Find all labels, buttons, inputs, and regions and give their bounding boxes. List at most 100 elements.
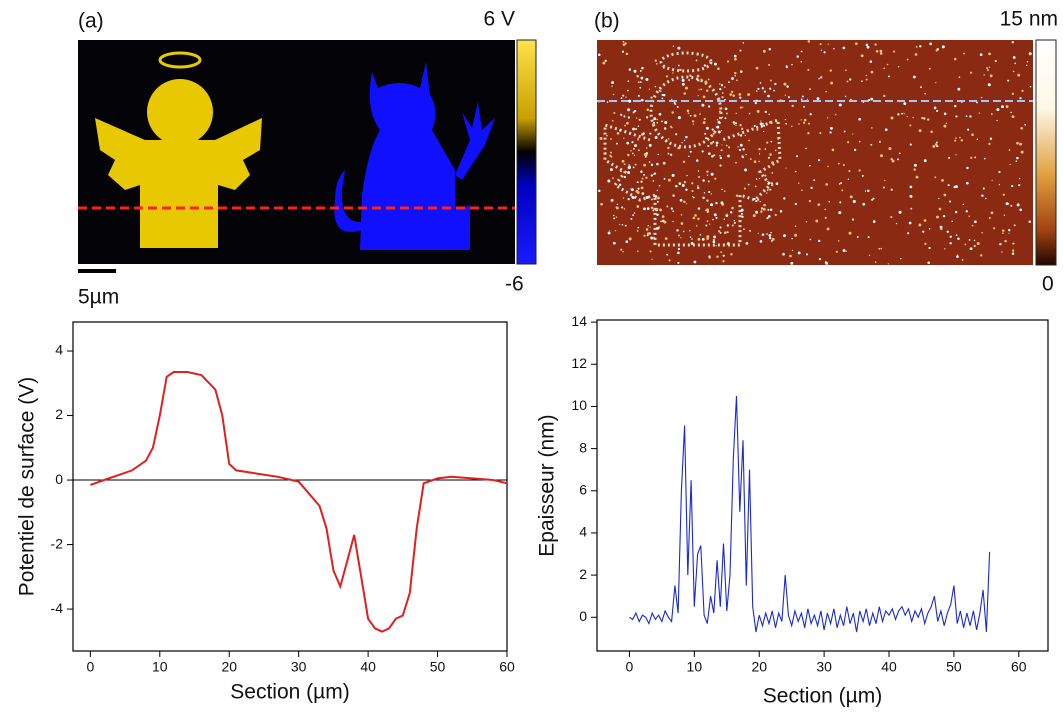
speckle — [1017, 73, 1021, 77]
speckle — [715, 216, 718, 219]
speckle — [717, 120, 721, 124]
speckle — [649, 250, 652, 253]
speckle — [758, 147, 761, 151]
speckle — [677, 64, 680, 67]
speckle — [722, 92, 724, 94]
x-tick-label: 60 — [1011, 659, 1027, 675]
speckle — [868, 98, 871, 102]
speckle — [719, 156, 723, 160]
speckle — [719, 154, 721, 157]
speckle — [598, 189, 601, 193]
speckle — [953, 57, 957, 61]
speckle — [986, 67, 988, 69]
speckle — [941, 45, 945, 49]
speckle — [1028, 52, 1032, 56]
speckle — [713, 154, 716, 157]
speckle — [650, 163, 654, 167]
speckle — [971, 224, 974, 227]
speckle — [862, 202, 866, 206]
speckle — [771, 172, 773, 174]
speckle — [884, 179, 886, 182]
speckle — [980, 254, 983, 257]
speckle — [607, 231, 611, 235]
speckle — [1019, 142, 1022, 146]
speckle — [604, 152, 607, 155]
speckle — [645, 147, 648, 149]
speckle — [721, 188, 723, 191]
speckle — [696, 74, 700, 78]
speckle — [726, 243, 728, 246]
speckle — [743, 187, 746, 190]
speckle — [688, 155, 690, 158]
speckle — [712, 132, 715, 135]
speckle — [670, 153, 673, 156]
speckle — [803, 106, 805, 108]
speckle — [913, 168, 916, 171]
speckle — [656, 162, 659, 166]
speckle — [835, 250, 838, 253]
speckle — [726, 60, 730, 63]
speckle — [740, 208, 744, 212]
speckle — [845, 250, 847, 252]
speckle — [612, 93, 615, 96]
speckle — [808, 88, 812, 91]
speckle — [716, 255, 719, 258]
speckle — [636, 181, 639, 184]
speckle — [742, 106, 744, 108]
speckle — [1019, 208, 1022, 212]
speckle — [672, 220, 674, 223]
speckle — [870, 97, 874, 101]
speckle — [982, 187, 985, 190]
speckle — [679, 146, 681, 149]
speckle — [631, 196, 635, 199]
speckle — [800, 61, 802, 63]
speckle — [988, 217, 991, 220]
speckle — [681, 82, 685, 86]
speckle — [621, 159, 625, 163]
speckle — [702, 179, 705, 182]
speckle — [676, 147, 679, 149]
speckle — [727, 242, 730, 245]
speckle — [739, 70, 743, 73]
speckle — [837, 162, 840, 165]
speckle — [657, 196, 660, 200]
speckle — [865, 74, 868, 77]
speckle — [695, 225, 698, 227]
speckle — [623, 208, 626, 210]
speckle — [658, 184, 661, 187]
speckle — [681, 184, 685, 187]
speckle — [717, 130, 721, 134]
speckle — [719, 88, 722, 91]
speckle — [628, 68, 632, 71]
speckle — [779, 210, 783, 213]
speckle — [870, 143, 873, 146]
speckle — [766, 189, 769, 191]
speckle — [771, 237, 775, 241]
speckle — [883, 67, 886, 70]
speckle — [1005, 105, 1009, 109]
speckle — [853, 148, 857, 152]
speckle — [631, 141, 634, 144]
speckle — [946, 230, 949, 233]
speckle — [759, 240, 763, 243]
speckle — [730, 253, 733, 256]
speckle — [969, 247, 973, 251]
speckle — [625, 52, 629, 56]
speckle — [1003, 214, 1006, 216]
speckle — [719, 83, 721, 85]
speckle — [809, 238, 812, 241]
speckle — [797, 182, 800, 184]
speckle — [818, 257, 822, 261]
speckle — [637, 187, 640, 190]
speckle — [739, 123, 742, 127]
speckle — [630, 150, 632, 152]
speckle — [652, 121, 656, 124]
speckle — [890, 158, 893, 161]
speckle — [698, 176, 700, 178]
speckle — [841, 189, 844, 192]
speckle — [955, 137, 957, 139]
speckle — [697, 207, 701, 210]
speckle — [739, 96, 742, 99]
speckle — [819, 131, 822, 135]
speckle — [915, 45, 918, 48]
